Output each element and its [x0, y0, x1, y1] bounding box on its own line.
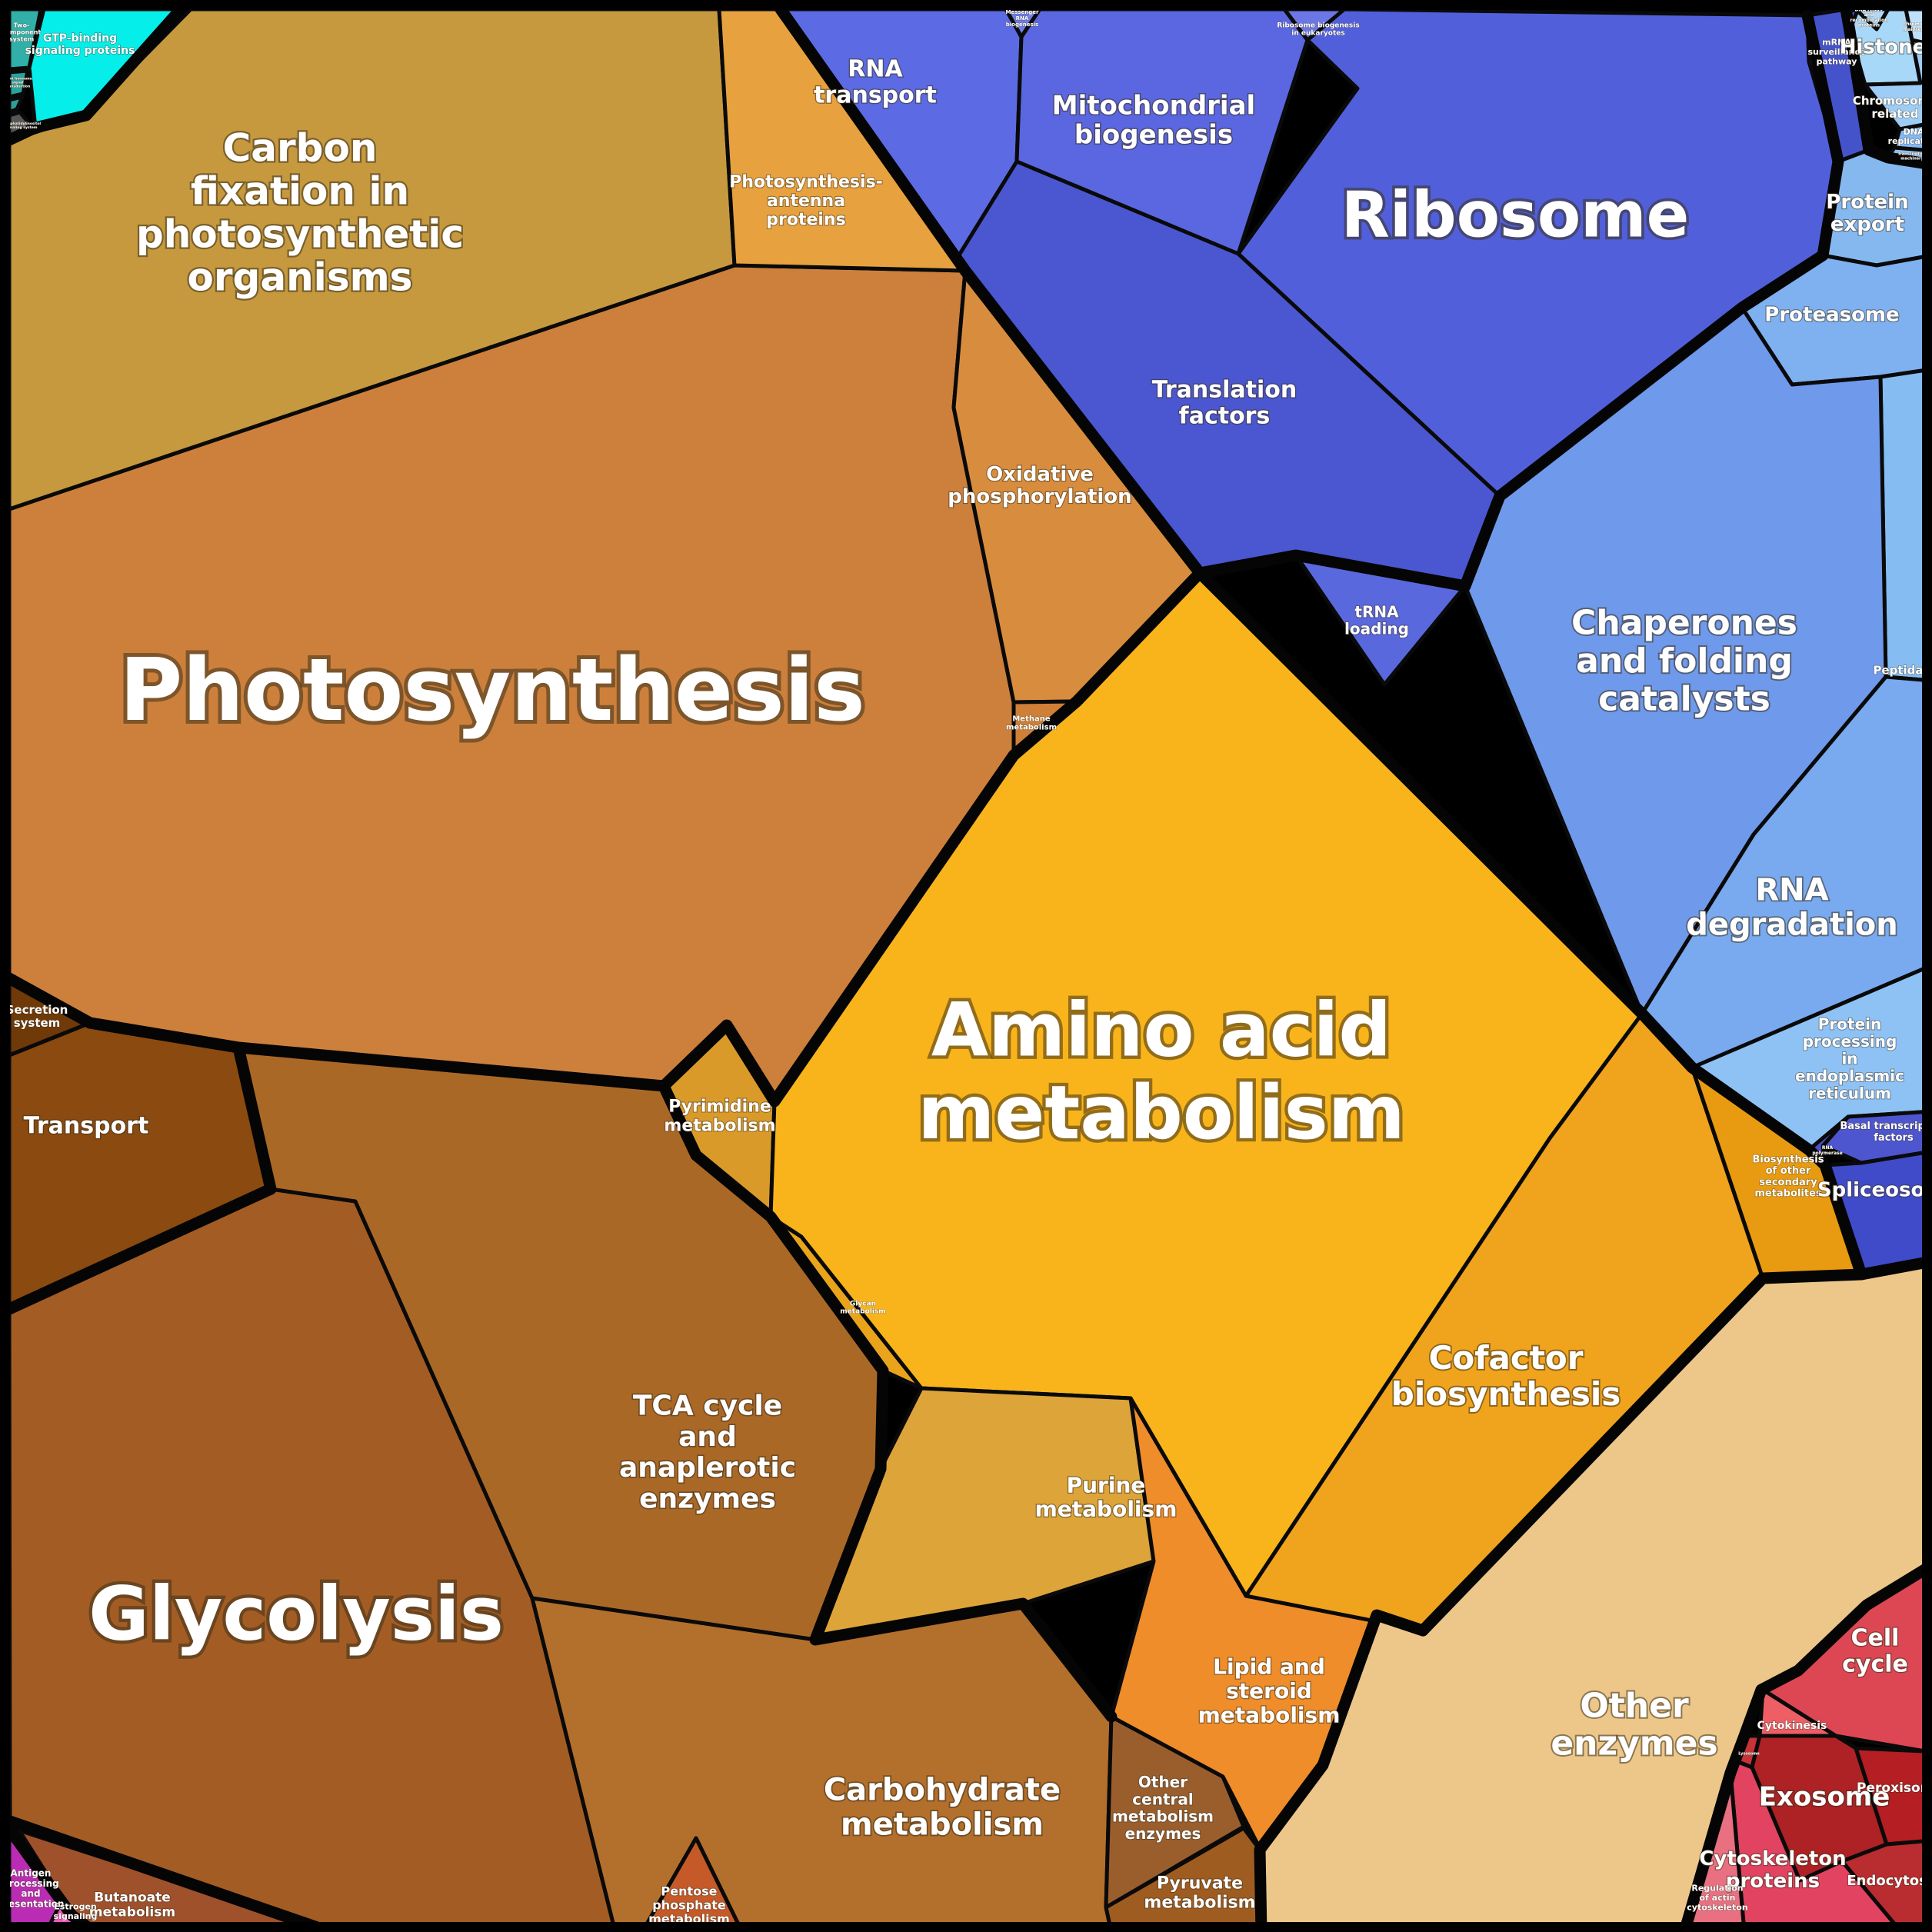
region-label-tca-cycle: TCA cycle and anaplerotic enzymes	[619, 1391, 796, 1515]
region-label-trna-loading: tRNA loading	[1344, 602, 1409, 638]
region-label-endocytosis: Endocytosis	[1847, 1873, 1932, 1889]
region-label-antenna-proteins: Photosynthesis-antenna proteins	[729, 172, 883, 229]
region-label-other-central-metabolism: Other central metabolism enzymes	[1112, 1773, 1214, 1843]
region-label-protein-export: Protein export	[1826, 191, 1908, 236]
region-label-peroxisome: Peroxisome	[1857, 1780, 1932, 1796]
region-label-ribosome-biogenesis: Ribosome biogenesis in eukaryotes	[1277, 22, 1359, 37]
region-label-secondary-metabolites: Biosynthesis of other secondary metabolites	[1753, 1154, 1824, 1200]
region-label-methane-metabolism: Methane metabolism	[1006, 715, 1057, 731]
cluster-border	[1757, 1255, 1932, 1284]
region-label-pyrimidine-metabolism: Pyrimidine metabolism	[664, 1098, 775, 1136]
region-label-basal-transcription-factors: Basal transcriptionfactors	[1840, 1121, 1932, 1144]
region-label-transcription-machinery: Transcription machinery	[1897, 152, 1926, 162]
region-peroxisome[interactable]	[1854, 1746, 1932, 1847]
region-label-glycan-metabolism: Glycan metabolism	[840, 1300, 885, 1315]
cluster-border	[658, 567, 1206, 1723]
region-pentose-phosphate[interactable]	[640, 1836, 744, 1932]
cluster-border	[1254, 1272, 1769, 1932]
cluster-border	[1194, 9, 1844, 592]
region-label-translation-factors: Translation factors	[1152, 377, 1297, 430]
cluster-border	[1678, 1559, 1932, 1932]
region-label-chromosome-maintenance: Chromosomemaintenance	[1903, 22, 1932, 32]
region-label-cell-cycle: Cell cycle	[1842, 1625, 1908, 1678]
cluster-border	[1636, 1008, 1867, 1281]
region-label-messenger-rna-biogenesis: Messenger RNA biogenesis	[1006, 9, 1040, 28]
region-label-cytokinesis: Cytokinesis	[1757, 1720, 1827, 1732]
cluster-border	[84, 1017, 670, 1092]
cluster-border	[3, 3, 187, 146]
region-label-secretion-system: Secretion system	[6, 1003, 68, 1030]
region-label-oxidative-phosphorylation: Oxidative phosphorylation	[948, 463, 1131, 508]
region-label-plant-hormone-signal: Plant hormone signal transduction	[3, 76, 32, 88]
region-label-peptidases: Peptidases	[1873, 664, 1932, 678]
region-label-ribosome: Ribosome	[1341, 178, 1689, 251]
region-label-purine-metabolism: Purine metabolism	[1035, 1472, 1178, 1521]
region-label-rna-polymerase: RNA polymerase	[1812, 1145, 1842, 1156]
region-label-protein-processing-er: Protein processing in endoplasmic reticulum	[1795, 1015, 1904, 1103]
cluster-border	[1840, 3, 1932, 171]
region-label-amino-acid-metabolism: Amino acid metabolism	[918, 988, 1404, 1157]
region-label-proteasome: Proteasome	[1764, 304, 1899, 327]
region-label-cofactor-biosynthesis: Cofactor biosynthesis	[1391, 1339, 1621, 1413]
region-label-spliceosome: Spliceosome	[1817, 1179, 1932, 1202]
region-label-histone: Histone	[1840, 36, 1927, 59]
cluster-border	[774, 3, 1206, 579]
region-label-glycolysis: Glycolysis	[88, 1571, 504, 1657]
region-label-phosphatidylinositol-signaling: Phosphatidylinositol signaling system	[1, 122, 41, 130]
cluster-border	[4, 1815, 337, 1932]
region-label-two-component-system: Two-component system	[2, 22, 42, 43]
region-label-carbon-fixation: Carbon fixation in photosynthetic organisms	[136, 126, 464, 300]
region-label-regulation-actin-cytoskeleton: Regulation of actin cytoskeleton	[1687, 1884, 1747, 1913]
region-label-carbohydrate-metabolism: Carbohydrate metabolism	[824, 1773, 1061, 1843]
region-label-photosynthesis: Photosynthesis	[119, 641, 865, 741]
region-label-rna-transport: RNA transport	[814, 56, 937, 109]
region-label-exosome: Exosome	[1759, 1782, 1890, 1813]
region-label-chromosome-related: Chromosome related	[1853, 94, 1932, 121]
cluster-border	[1194, 567, 1648, 1020]
region-carbohydrate-metabolism[interactable]	[530, 1596, 1114, 1932]
region-label-cytoskeleton-proteins: Cytoskeleton proteins	[1699, 1847, 1846, 1893]
region-label-other-enzymes: Other enzymes	[1551, 1686, 1717, 1763]
region-label-butanoate-metabolism: Butanoate metabolism	[89, 1890, 175, 1920]
region-label-antigen-processing: Antigen processing and presentation	[0, 1867, 64, 1909]
region-label-mrna-surveillance: mRNA surveillance pathway	[1808, 38, 1866, 67]
region-label-gtp-binding-proteins: GTP-binding signaling proteins	[25, 32, 135, 57]
region-label-pyruvate-metabolism: Pyruvate metabolism	[1144, 1874, 1255, 1913]
region-label-transport: Transport	[24, 1113, 149, 1140]
region-label-rna-degradation: RNA degradation	[1686, 873, 1898, 943]
region-label-lipid-steroid-metabolism: Lipid and steroid metabolism	[1198, 1654, 1341, 1728]
region-label-dna-replication: DNAreplication	[1888, 127, 1932, 146]
region-label-mitochondrial-biogenesis: Mitochondrial biogenesis	[1052, 90, 1255, 150]
region-label-chaperones: Chaperones and folding catalysts	[1571, 604, 1797, 719]
region-label-lysosome: Lysosome	[1738, 1752, 1760, 1757]
